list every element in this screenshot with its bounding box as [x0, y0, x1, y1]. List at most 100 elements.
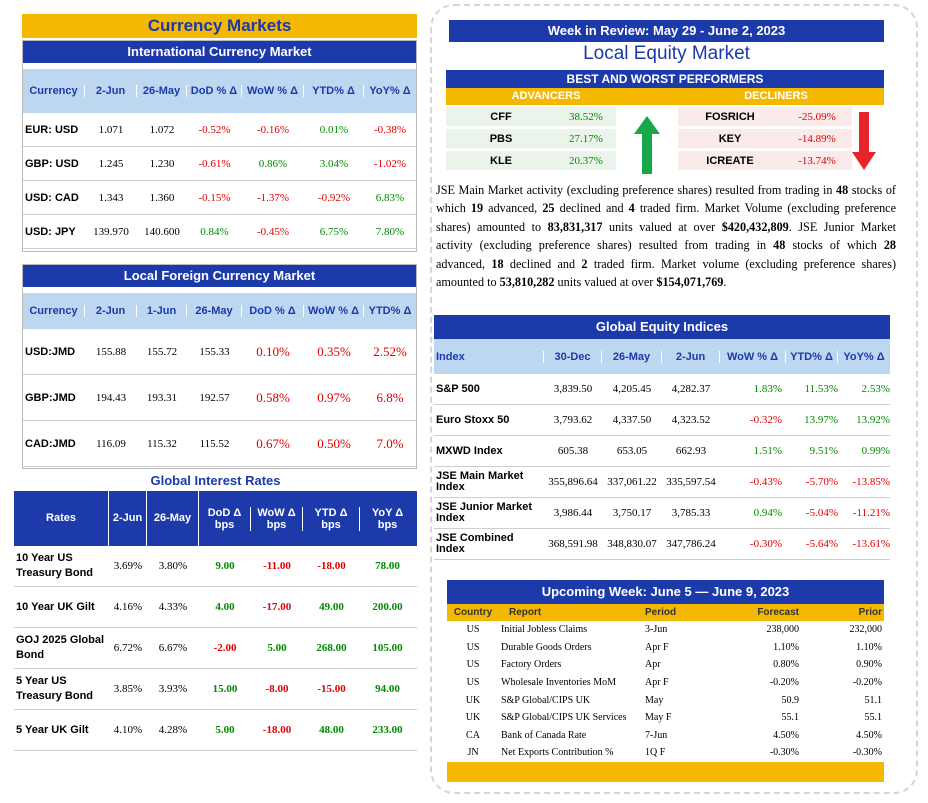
- performers-title: BEST AND WORST PERFORMERS: [446, 70, 884, 88]
- col-header: Rates: [14, 491, 109, 546]
- table-cell: 48.00: [319, 724, 344, 736]
- table-cell: US: [466, 659, 480, 671]
- decliner-name: KEY: [678, 129, 782, 149]
- table-cell: 4,205.45: [612, 383, 652, 395]
- table-cell: 233.00: [372, 724, 403, 736]
- decliner-value: -25.09%: [782, 107, 852, 127]
- advancer-name: CFF: [446, 107, 556, 127]
- paragraph-text: declined and: [554, 201, 629, 216]
- table-cell: -0.30%: [749, 538, 782, 550]
- table-cell: 3.80%: [158, 560, 188, 572]
- table-cell: -18.00: [262, 724, 292, 736]
- table-cell: 4.10%: [113, 724, 143, 736]
- table-cell: 0.01%: [319, 123, 349, 136]
- table-cell: 15.00: [212, 683, 238, 695]
- row-label: GBP: USD: [25, 157, 79, 170]
- table-cell: 7.0%: [376, 435, 404, 451]
- advancer-value: 20.37%: [556, 151, 616, 171]
- col-header: Currency: [23, 305, 85, 317]
- table-cell: 3.04%: [319, 157, 349, 170]
- table-cell: 1.245: [98, 157, 124, 170]
- table-cell: 9.00: [215, 560, 235, 572]
- table-cell: 7-Jun: [645, 729, 668, 741]
- table-cell: -0.15%: [198, 191, 231, 204]
- table-cell: 0.58%: [256, 389, 290, 405]
- table-cell: -17.00: [262, 601, 292, 613]
- table-row: GBP: USD 1.245 1.230 -0.61% 0.86% 3.04% -1.02%: [23, 147, 416, 181]
- table-row: GBP:JMD 194.43 193.31 192.57 0.58% 0.97% 6.8%: [23, 375, 416, 421]
- table-cell: 355,896.64: [548, 476, 598, 488]
- table-cell: 4.28%: [158, 724, 188, 736]
- col-header: 26-May: [147, 491, 199, 546]
- table-cell: 115.32: [147, 437, 177, 450]
- table-cell: 653.05: [616, 445, 648, 457]
- table-cell: 0.90%: [856, 659, 882, 671]
- table-row: 5 Year UK Gilt 4.10% 4.28% 5.00 -18.00 48.00 2…: [14, 710, 417, 751]
- table-cell: 4,337.50: [612, 414, 652, 426]
- table-cell: 1.071: [98, 123, 124, 136]
- row-label: GBP:JMD: [25, 391, 76, 404]
- table-cell: 4.16%: [113, 601, 143, 613]
- table-cell: 11.53%: [804, 383, 838, 395]
- table-cell: Initial Jobless Claims: [501, 624, 588, 636]
- col-header: 2-Jun: [109, 491, 147, 546]
- table-cell: 51.1: [864, 694, 883, 706]
- table-row: CAD:JMD 116.09 115.32 115.52 0.67% 0.50% 7.0%: [23, 421, 416, 467]
- table-cell: US: [466, 641, 480, 653]
- paragraph-figure: 83,831,317: [547, 219, 603, 234]
- table-cell: 9.51%: [809, 445, 838, 457]
- advancer-name: KLE: [446, 151, 556, 171]
- table-cell: -0.16%: [256, 123, 290, 136]
- table-row: US Wholesale Inventories MoM Apr F -0.20% -0…: [447, 674, 884, 692]
- table-cell: 5.00: [267, 642, 287, 654]
- table-cell: 3,986.44: [553, 507, 593, 519]
- row-label: 5 Year UK Gilt: [16, 723, 89, 736]
- performer-row: PBS 27.17% KEY -14.89%: [446, 128, 884, 150]
- table-row: 5 Year US Treasury Bond 3.85% 3.93% 15.00 -8…: [14, 669, 417, 710]
- table-cell: 0.80%: [773, 659, 799, 671]
- table-cell: 13.92%: [856, 414, 890, 426]
- table-cell: 5.00: [215, 724, 235, 736]
- interest-rates-title: Global Interest Rates: [150, 473, 281, 488]
- col-header: YoY% Δ: [369, 85, 411, 97]
- col-header: Country: [453, 607, 493, 618]
- indices-title: Global Equity Indices: [434, 315, 890, 339]
- table-cell: -0.38%: [373, 123, 407, 136]
- paragraph-text: units valued at over: [554, 275, 657, 290]
- table-cell: Net Exports Contribution %: [501, 747, 614, 759]
- table-cell: 337,061.22: [607, 476, 657, 488]
- table-cell: 3,793.62: [553, 414, 593, 426]
- table-row: USD:JMD 155.88 155.72 155.33 0.10% 0.35% 2.52%: [23, 329, 416, 375]
- col-header: DoD % Δ: [242, 305, 304, 317]
- up-arrow-icon: [634, 116, 660, 174]
- paragraph-text: stocks of which: [436, 183, 896, 216]
- paragraph-text: traded firm. Market volume (excluding pr…: [436, 256, 897, 290]
- table-cell: S&P Global/CIPS UK Services: [501, 712, 627, 724]
- intl-header-row: Currency 2-Jun 26-May DoD % Δ WoW % Δ YT…: [23, 69, 416, 113]
- table-cell: -18.00: [317, 560, 346, 572]
- table-cell: 1.51%: [753, 445, 782, 457]
- table-cell: 1Q F: [645, 747, 666, 759]
- paragraph-figure: 48: [773, 238, 786, 253]
- row-label: JSE Junior Market Index: [436, 501, 532, 524]
- advancer-value: 38.52%: [556, 107, 616, 127]
- table-row: 10 Year US Treasury Bond 3.69% 3.80% 9.00 -1…: [14, 546, 417, 587]
- equity-indices-table: Global Equity Indices Index 30-Dec 26-Ma…: [434, 315, 890, 567]
- performer-row: CFF 38.52% FOSRICH -25.09%: [446, 106, 884, 128]
- row-label: USD: CAD: [25, 191, 79, 204]
- row-label: GOJ 2025 Global Bond: [16, 634, 105, 661]
- table-cell: 140.600: [144, 225, 180, 238]
- decliners-label: DECLINERS: [744, 90, 808, 102]
- table-cell: UK: [465, 712, 481, 724]
- upcoming-footer-bar: [447, 761, 884, 782]
- table-cell: 3,839.50: [553, 383, 593, 395]
- paragraph-figure: 53,810,282: [499, 275, 555, 290]
- table-row: JN Net Exports Contribution % 1Q F -0.30% -0…: [447, 744, 884, 762]
- table-cell: 4.50%: [856, 729, 882, 741]
- paragraph-text: .: [723, 275, 727, 290]
- table-cell: 0.84%: [200, 225, 229, 238]
- table-cell: 192.57: [199, 391, 230, 404]
- performer-row: KLE 20.37% ICREATE -13.74%: [446, 150, 884, 172]
- market-summary-paragraph: JSE Main Market activity (excluding pref…: [436, 181, 896, 311]
- down-arrow-icon: [852, 112, 876, 170]
